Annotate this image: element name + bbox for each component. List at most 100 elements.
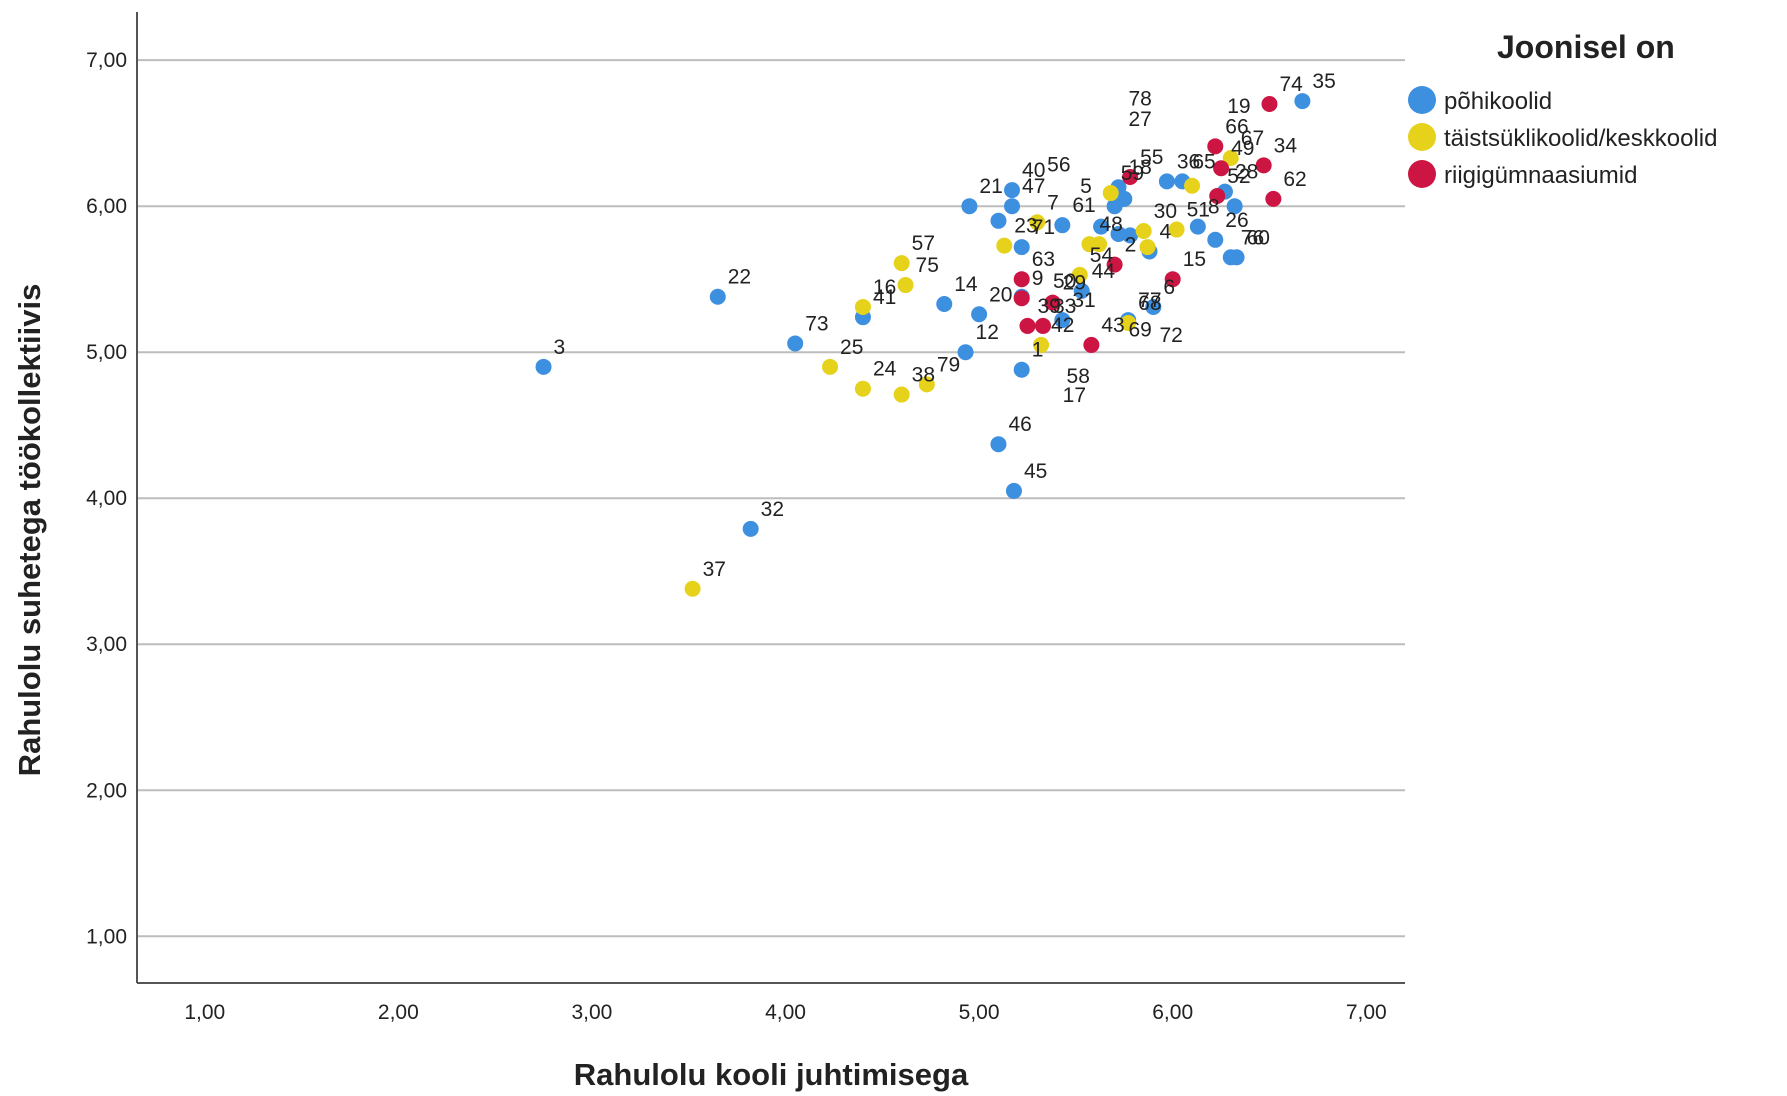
legend-marker xyxy=(1408,160,1436,188)
legend-label: riigigümnaasiumid xyxy=(1444,162,1637,189)
data-point xyxy=(1209,187,1226,204)
data-point xyxy=(996,237,1013,254)
y-tick-labels: 1,00 2,00 3,00 4,00 5,00 6,00 7,00 xyxy=(86,49,127,948)
data-point xyxy=(854,380,871,397)
point-label: 21 xyxy=(979,175,1002,198)
data-points xyxy=(535,93,1311,597)
x-tick-label: 1,00 xyxy=(184,1001,225,1024)
data-point xyxy=(1071,266,1088,283)
data-point xyxy=(1189,218,1206,235)
point-label: 20 xyxy=(989,283,1012,306)
point-label: 23 xyxy=(1014,215,1037,238)
data-point xyxy=(787,335,804,352)
data-point xyxy=(1207,231,1224,248)
point-label: 50 xyxy=(1053,270,1076,293)
data-point xyxy=(1044,294,1061,311)
point-label: 44 xyxy=(1092,260,1116,283)
point-label: 49 xyxy=(1231,137,1254,160)
point-label: 35 xyxy=(1312,70,1335,93)
point-label: 77 xyxy=(1138,289,1161,312)
data-point xyxy=(897,277,914,294)
point-label: 2 xyxy=(1125,234,1137,257)
point-label: 51 xyxy=(1187,199,1210,222)
point-label: 15 xyxy=(1183,248,1206,271)
legend: Joonisel on põhikoolid täistsüklikoolid/k… xyxy=(1408,29,1717,189)
axes xyxy=(136,12,1405,984)
data-point xyxy=(1019,317,1036,334)
point-label: 74 xyxy=(1279,73,1303,96)
y-axis-title: Rahulolu suhetega töökollektiivis xyxy=(12,284,47,777)
data-point xyxy=(1054,312,1071,329)
data-point xyxy=(971,306,988,323)
point-label: 19 xyxy=(1227,95,1250,118)
data-point xyxy=(1122,227,1139,244)
point-label: 6 xyxy=(1163,276,1175,299)
data-point xyxy=(1207,138,1224,155)
point-label: 54 xyxy=(1090,244,1114,267)
data-point xyxy=(1294,93,1311,110)
point-label: 18 xyxy=(1128,156,1151,179)
point-label: 46 xyxy=(1008,413,1031,436)
legend-title: Joonisel on xyxy=(1497,29,1675,65)
point-label: 4 xyxy=(1159,220,1171,243)
point-label: 48 xyxy=(1099,213,1122,236)
data-point xyxy=(1073,282,1090,299)
point-label: 7 xyxy=(1047,191,1059,214)
data-point xyxy=(1261,95,1278,112)
data-point xyxy=(1222,150,1239,167)
point-label: 56 xyxy=(1047,153,1070,176)
x-axis-title: Rahulolu kooli juhtimisega xyxy=(574,1057,969,1092)
data-point xyxy=(1145,298,1162,315)
point-label: 66 xyxy=(1225,115,1248,138)
data-point xyxy=(1120,315,1137,332)
point-label: 61 xyxy=(1072,194,1095,217)
point-label: 28 xyxy=(1235,161,1258,184)
data-point xyxy=(742,520,759,537)
data-point xyxy=(1164,271,1181,288)
data-point xyxy=(684,580,701,597)
data-point xyxy=(1004,198,1021,215)
point-label: 26 xyxy=(1225,209,1248,232)
point-label: 58 xyxy=(1067,365,1090,388)
data-point xyxy=(1091,236,1108,253)
x-tick-labels: 1,00 2,00 3,00 4,00 5,00 6,00 7,00 xyxy=(184,1001,1386,1024)
data-point xyxy=(1013,271,1030,288)
legend-marker xyxy=(1408,86,1436,114)
data-point xyxy=(1005,482,1022,499)
point-label: 60 xyxy=(1247,226,1270,249)
point-label: 73 xyxy=(805,312,828,335)
data-point xyxy=(1228,249,1245,266)
data-point xyxy=(990,212,1007,229)
point-label: 69 xyxy=(1128,318,1151,341)
data-point xyxy=(854,298,871,315)
point-label: 12 xyxy=(976,321,999,344)
point-label: 47 xyxy=(1022,175,1045,198)
point-label: 17 xyxy=(1063,384,1086,407)
point-label: 25 xyxy=(840,336,863,359)
gridlines xyxy=(137,59,1405,938)
data-point xyxy=(822,358,839,375)
data-point xyxy=(1184,177,1201,194)
point-label: 3 xyxy=(554,336,566,359)
legend-label: täistsüklikoolid/keskkoolid xyxy=(1444,125,1717,152)
point-label: 76 xyxy=(1241,226,1264,249)
y-tick-label: 3,00 xyxy=(86,633,127,656)
y-tick-label: 2,00 xyxy=(86,779,127,802)
data-point xyxy=(1083,336,1100,353)
x-tick-label: 7,00 xyxy=(1346,1001,1387,1024)
data-point xyxy=(1106,256,1123,273)
point-label: 79 xyxy=(937,353,960,376)
point-label: 22 xyxy=(728,266,751,289)
data-point xyxy=(1013,290,1030,307)
data-point xyxy=(1158,173,1175,190)
data-point xyxy=(893,386,910,403)
y-tick-label: 4,00 xyxy=(86,487,127,510)
point-label: 14 xyxy=(954,273,978,296)
point-label: 39 xyxy=(1038,295,1061,318)
point-label: 43 xyxy=(1101,314,1124,337)
point-label: 29 xyxy=(1063,272,1086,295)
x-tick-label: 2,00 xyxy=(378,1001,419,1024)
data-point xyxy=(1093,218,1110,235)
point-label: 55 xyxy=(1140,146,1163,169)
